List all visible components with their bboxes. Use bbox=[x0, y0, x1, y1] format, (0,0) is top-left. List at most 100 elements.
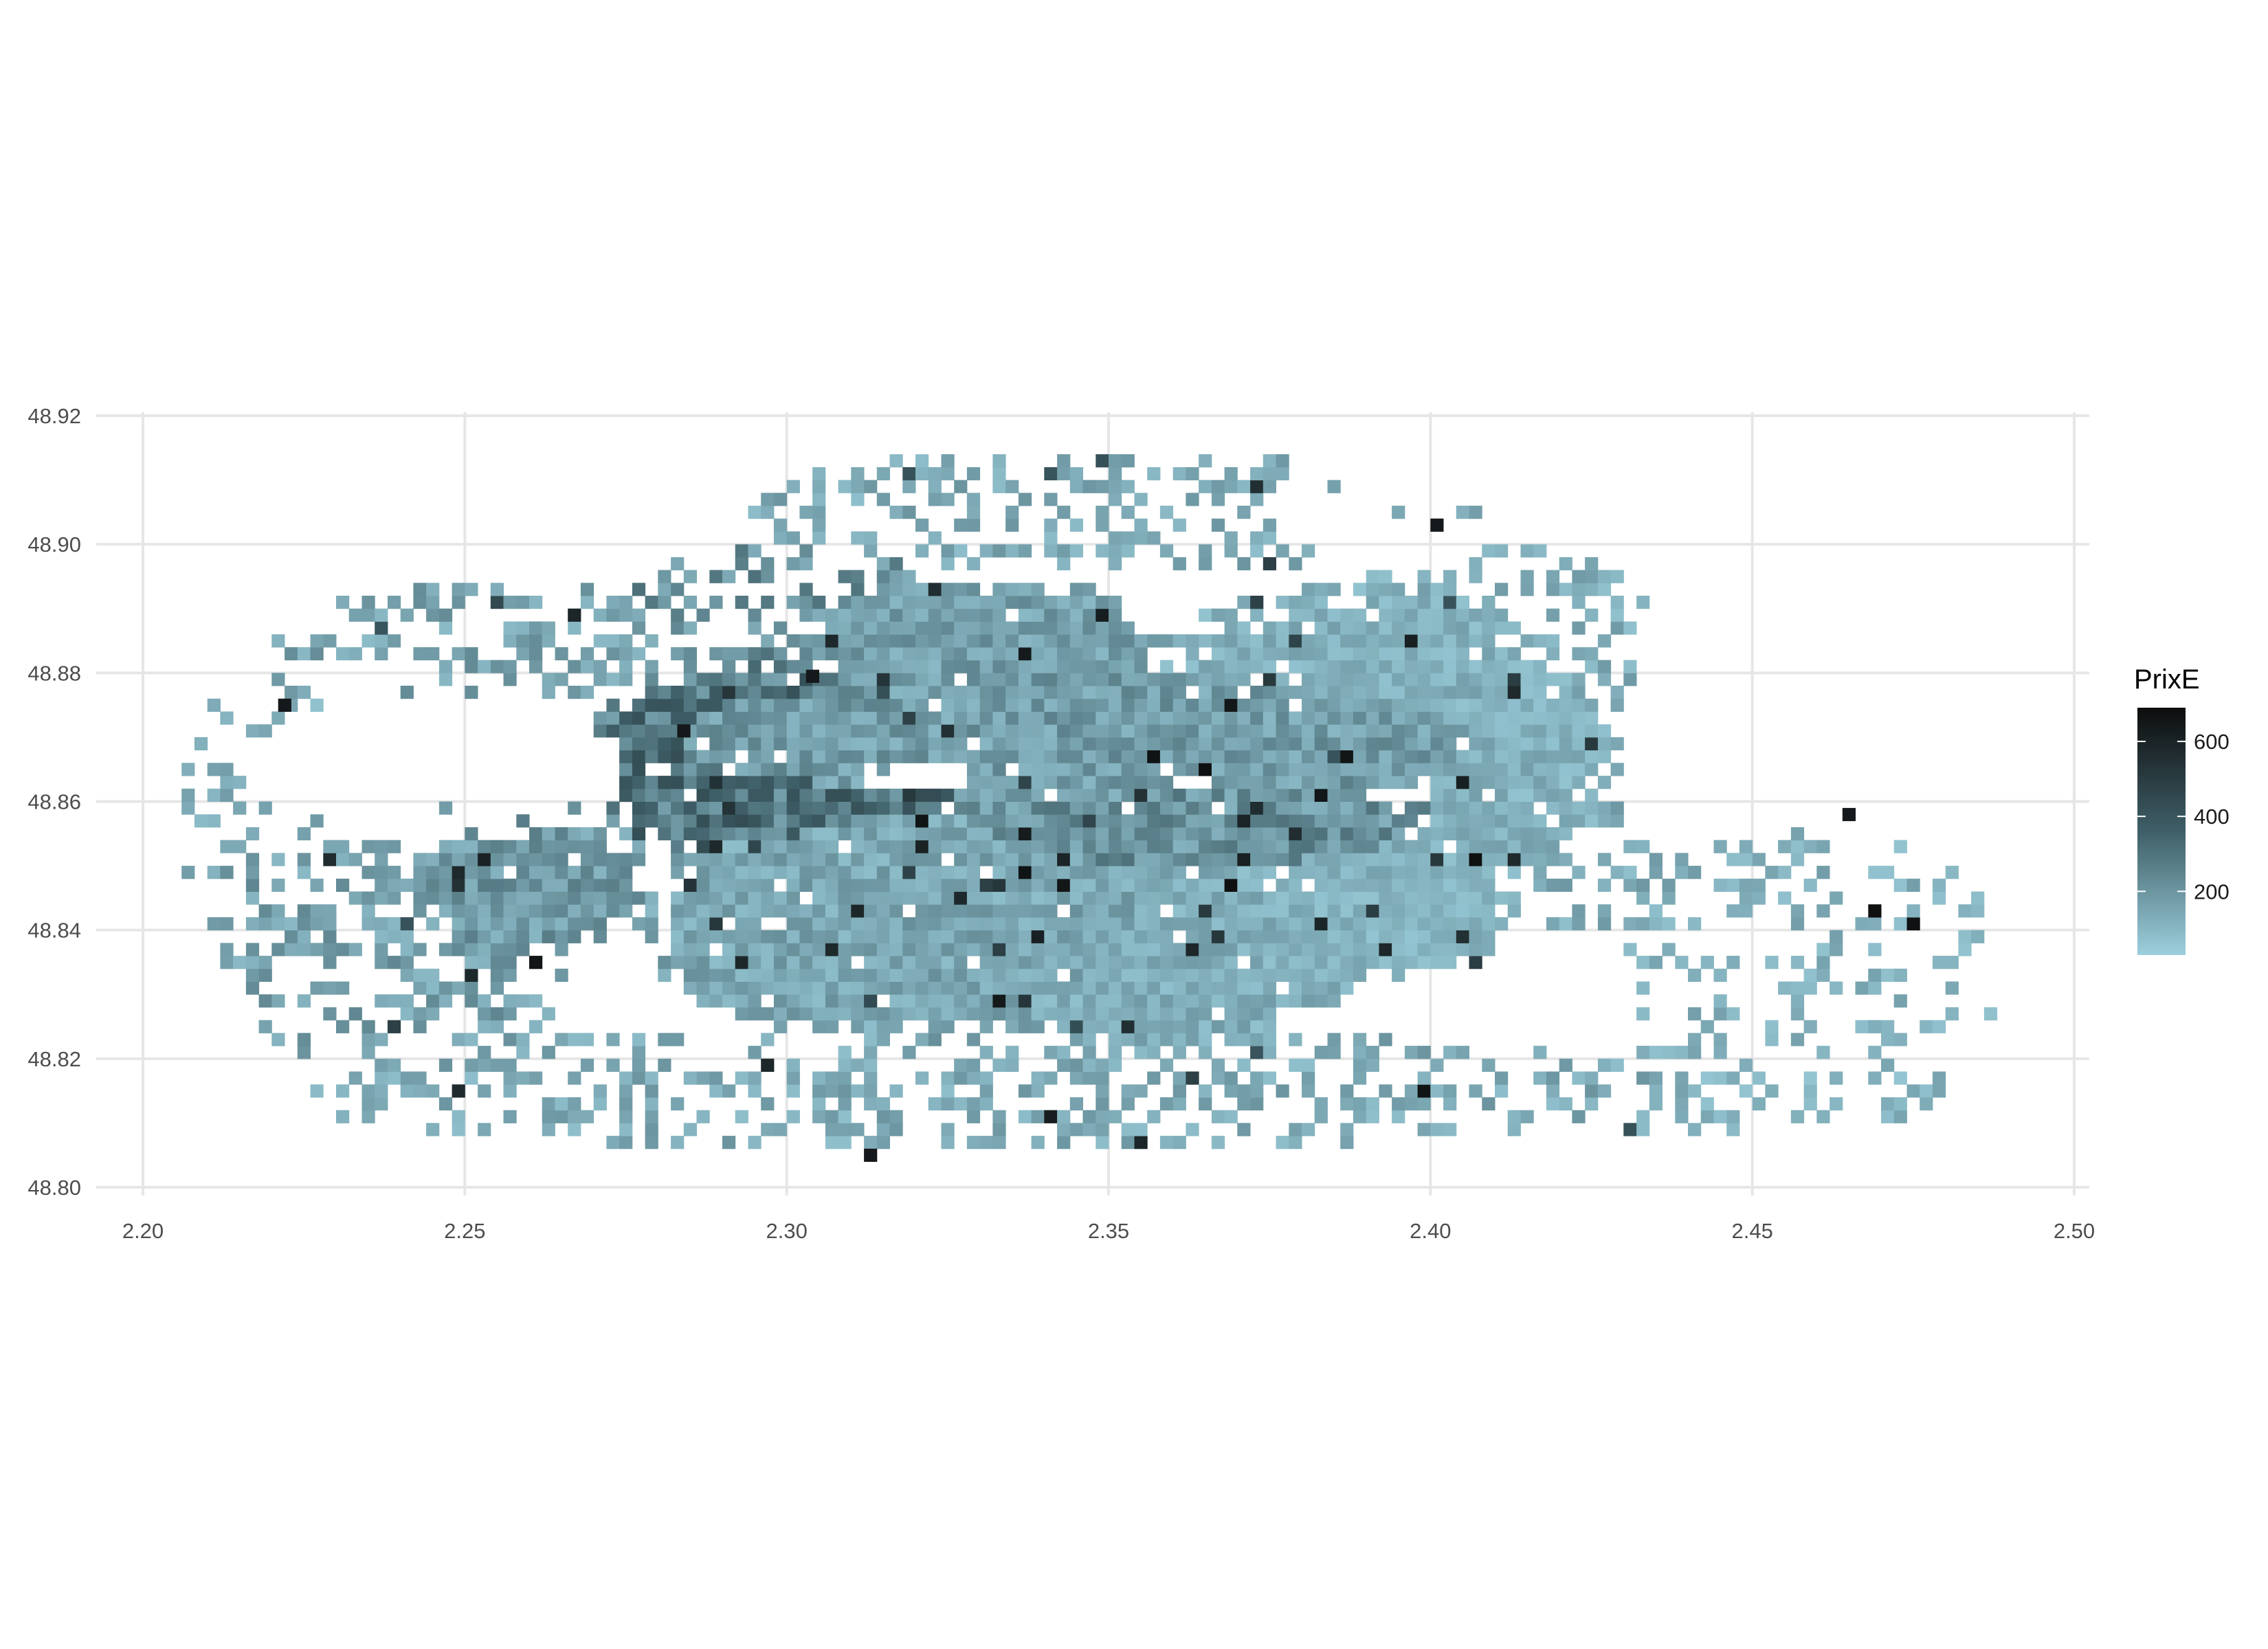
heatmap-cell bbox=[851, 827, 865, 841]
heatmap-cell bbox=[773, 968, 788, 982]
heatmap-cell bbox=[1224, 1007, 1238, 1021]
heatmap-cell bbox=[1186, 891, 1199, 905]
heatmap-cell bbox=[1546, 763, 1560, 776]
heatmap-cell bbox=[722, 981, 736, 995]
heatmap-cell bbox=[503, 930, 517, 943]
heatmap-cell bbox=[1597, 801, 1612, 815]
heatmap-cell bbox=[1069, 801, 1083, 815]
heatmap-cell bbox=[1250, 943, 1264, 956]
heatmap-cell bbox=[1082, 904, 1096, 918]
heatmap-cell bbox=[902, 917, 916, 931]
heatmap-cell bbox=[1031, 943, 1045, 956]
heatmap-cell bbox=[773, 647, 788, 661]
heatmap-cell bbox=[851, 493, 865, 506]
heatmap-cell bbox=[1237, 698, 1251, 712]
heatmap-cell bbox=[1379, 853, 1392, 866]
heatmap-cell bbox=[851, 801, 865, 815]
heatmap-cell bbox=[1585, 583, 1599, 596]
heatmap-cell bbox=[568, 660, 581, 673]
heatmap-cell bbox=[542, 673, 555, 686]
heatmap-cell bbox=[1366, 801, 1379, 815]
heatmap-cell bbox=[1314, 904, 1328, 918]
heatmap-cell bbox=[761, 737, 775, 751]
heatmap-cell bbox=[1585, 724, 1599, 738]
heatmap-cell bbox=[1263, 788, 1276, 802]
heatmap-cell bbox=[812, 776, 826, 789]
heatmap-cell bbox=[696, 904, 710, 918]
heatmap-cell bbox=[516, 994, 530, 1008]
heatmap-cell bbox=[735, 711, 748, 725]
heatmap-cell bbox=[1327, 994, 1341, 1008]
heatmap-cell bbox=[1057, 891, 1071, 905]
heatmap-cell bbox=[1417, 673, 1431, 686]
heatmap-cell bbox=[773, 673, 788, 686]
heatmap-cell bbox=[1096, 788, 1109, 802]
heatmap-cell bbox=[761, 956, 775, 969]
heatmap-cell bbox=[1790, 1007, 1805, 1021]
heatmap-cell bbox=[1893, 878, 1907, 892]
heatmap-cell bbox=[1211, 1020, 1225, 1033]
heatmap-cell bbox=[1159, 801, 1174, 815]
heatmap-cell bbox=[876, 467, 890, 481]
heatmap-cell bbox=[529, 904, 543, 918]
heatmap-cell bbox=[1881, 968, 1895, 982]
heatmap-cell bbox=[1430, 904, 1444, 918]
heatmap-cell bbox=[1327, 788, 1341, 802]
heatmap-cell bbox=[1572, 686, 1586, 699]
heatmap-cell bbox=[1636, 878, 1650, 892]
heatmap-cell bbox=[1057, 467, 1071, 481]
heatmap-cell bbox=[1404, 904, 1419, 918]
heatmap-cell bbox=[1597, 724, 1612, 738]
heatmap-cell bbox=[1005, 776, 1019, 789]
heatmap-cell bbox=[1495, 840, 1509, 853]
heatmap-cell bbox=[889, 621, 903, 635]
heatmap-cell bbox=[1018, 763, 1032, 776]
heatmap-cell bbox=[1082, 1046, 1096, 1059]
heatmap-cell bbox=[915, 853, 929, 866]
heatmap-cell bbox=[555, 891, 568, 905]
heatmap-cell bbox=[1520, 814, 1534, 828]
heatmap-cell bbox=[1211, 917, 1225, 931]
heatmap-cell bbox=[490, 866, 504, 879]
heatmap-cell bbox=[735, 968, 748, 982]
heatmap-cell bbox=[1005, 506, 1019, 519]
heatmap-cell bbox=[1546, 1084, 1560, 1098]
heatmap-cell bbox=[413, 583, 427, 596]
heatmap-cell bbox=[1276, 814, 1289, 828]
heatmap-cell bbox=[1739, 878, 1753, 892]
heatmap-cell bbox=[1340, 866, 1354, 879]
heatmap-cell bbox=[915, 891, 929, 905]
heatmap-cell bbox=[773, 776, 788, 789]
heatmap-cell bbox=[683, 621, 697, 635]
heatmap-cell bbox=[387, 1058, 401, 1072]
heatmap-cell bbox=[1069, 917, 1083, 931]
heatmap-cell bbox=[1199, 698, 1212, 712]
heatmap-cell bbox=[979, 1007, 993, 1021]
heatmap-cell bbox=[1945, 1007, 1959, 1021]
heatmap-cell bbox=[1610, 814, 1624, 828]
heatmap-cell bbox=[1159, 686, 1174, 699]
heatmap-cell bbox=[864, 1148, 878, 1162]
heatmap-cell bbox=[966, 750, 981, 763]
heatmap-cell bbox=[1172, 981, 1186, 995]
heatmap-cell bbox=[671, 1033, 685, 1046]
heatmap-cell bbox=[1276, 1136, 1289, 1149]
heatmap-cell bbox=[1314, 968, 1328, 982]
heatmap-cell bbox=[1134, 840, 1148, 853]
heatmap-cell bbox=[1392, 1110, 1405, 1123]
heatmap-cell bbox=[1713, 1071, 1727, 1085]
heatmap-cell bbox=[1597, 634, 1612, 648]
legend-tick-label: 400 bbox=[2194, 805, 2230, 829]
heatmap-cell bbox=[966, 596, 981, 609]
heatmap-cell bbox=[1263, 634, 1276, 648]
heatmap-cell bbox=[1533, 724, 1547, 738]
heatmap-cell bbox=[1069, 737, 1083, 751]
heatmap-cell bbox=[1005, 686, 1019, 699]
heatmap-cell bbox=[258, 956, 272, 969]
heatmap-cell bbox=[1572, 1071, 1586, 1085]
heatmap-cell bbox=[1443, 788, 1457, 802]
heatmap-cell bbox=[1121, 698, 1135, 712]
heatmap-cell bbox=[1314, 686, 1328, 699]
heatmap-cell bbox=[285, 917, 298, 931]
